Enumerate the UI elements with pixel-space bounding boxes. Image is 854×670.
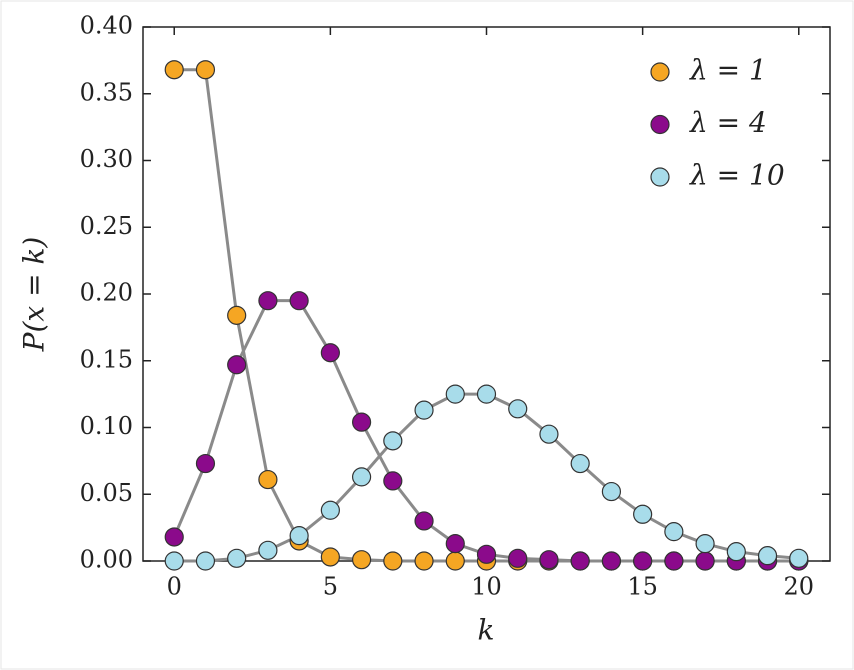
data-point xyxy=(351,467,372,487)
x-tick-label: 5 xyxy=(323,573,338,601)
x-tick-label: 20 xyxy=(783,573,814,601)
legend-marker xyxy=(650,62,670,82)
data-point xyxy=(258,469,278,490)
x-tick-label: 10 xyxy=(471,573,502,601)
legend-marker xyxy=(650,167,670,187)
data-point xyxy=(414,400,434,420)
data-point xyxy=(164,551,184,571)
data-point xyxy=(664,551,684,571)
data-point xyxy=(351,550,372,570)
data-point xyxy=(757,546,778,566)
data-point xyxy=(195,60,216,80)
data-point xyxy=(320,500,340,520)
data-point xyxy=(195,453,216,474)
data-point xyxy=(383,551,403,571)
data-point xyxy=(601,551,622,571)
y-axis-label: P(x = k) xyxy=(18,237,51,353)
data-point xyxy=(351,412,372,432)
x-axis-label: k xyxy=(478,614,495,647)
data-point xyxy=(695,551,715,571)
data-point xyxy=(414,551,434,571)
data-point xyxy=(539,550,559,570)
data-point xyxy=(664,522,684,542)
data-point xyxy=(414,511,434,531)
data-point xyxy=(227,355,247,375)
data-point xyxy=(258,291,278,311)
data-point xyxy=(195,551,216,571)
y-tick-label: 0.20 xyxy=(80,279,133,307)
data-point xyxy=(258,540,278,560)
legend-label: λ = 10 xyxy=(689,159,785,192)
data-point xyxy=(383,471,403,491)
y-tick-label: 0.25 xyxy=(80,212,133,240)
legend-label: λ = 1 xyxy=(689,54,767,87)
data-point xyxy=(445,551,465,571)
data-point xyxy=(539,424,559,444)
data-point xyxy=(601,481,622,502)
data-point xyxy=(445,384,465,404)
data-point xyxy=(633,551,653,571)
x-tick-label: 15 xyxy=(627,573,658,601)
data-point xyxy=(164,527,184,547)
y-tick-label: 0.15 xyxy=(80,345,133,373)
y-tick-label: 0.40 xyxy=(80,12,133,40)
data-point xyxy=(164,60,184,80)
data-point xyxy=(570,551,590,571)
legend-marker xyxy=(650,114,670,135)
y-tick-label: 0.05 xyxy=(80,479,133,507)
data-point xyxy=(633,504,653,524)
data-point xyxy=(320,547,340,567)
data-point xyxy=(508,399,528,419)
data-point xyxy=(570,453,590,474)
data-point xyxy=(476,384,497,404)
data-point xyxy=(476,544,497,564)
data-point xyxy=(508,548,528,568)
y-tick-label: 0.35 xyxy=(80,78,133,106)
y-tick-label: 0.10 xyxy=(80,412,133,440)
data-point xyxy=(695,534,715,554)
data-point xyxy=(445,534,465,554)
data-point xyxy=(726,542,746,562)
data-point xyxy=(227,548,247,568)
data-point xyxy=(289,526,309,546)
data-point xyxy=(289,291,309,311)
data-point xyxy=(227,305,247,325)
y-tick-label: 0.00 xyxy=(80,546,133,574)
y-tick-label: 0.30 xyxy=(80,145,133,173)
data-point xyxy=(383,431,403,451)
data-point xyxy=(789,548,809,568)
legend-label: λ = 4 xyxy=(689,106,767,139)
x-tick-label: 0 xyxy=(167,573,182,601)
data-point xyxy=(320,343,340,363)
